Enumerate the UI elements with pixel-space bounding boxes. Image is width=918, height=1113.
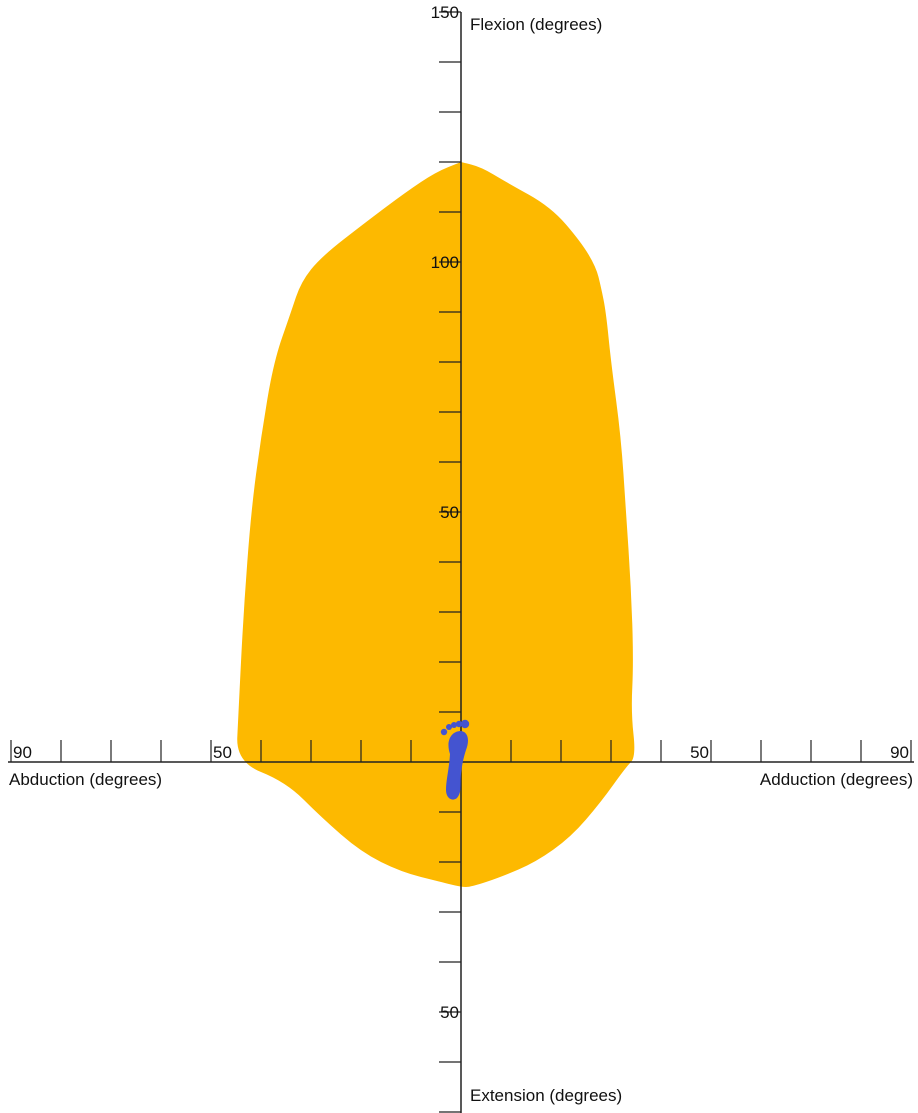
vertical-tick-label: 50 bbox=[440, 503, 459, 522]
labels-layer: Flexion (degrees) Extension (degrees) Ab… bbox=[9, 3, 913, 1105]
range-of-motion-region bbox=[237, 162, 635, 887]
footprint-toe bbox=[446, 724, 452, 730]
horizontal-tick-label: 90 bbox=[890, 743, 909, 762]
horizontal-tick-label: 50 bbox=[213, 743, 232, 762]
flexion-axis-label: Flexion (degrees) bbox=[470, 15, 602, 34]
vertical-tick-label: 50 bbox=[440, 1003, 459, 1022]
range-region-layer bbox=[237, 162, 635, 887]
footprint-toe bbox=[451, 722, 457, 728]
marker-layer bbox=[440, 719, 470, 800]
footprint-toe bbox=[460, 719, 470, 729]
abduction-axis-label: Abduction (degrees) bbox=[9, 770, 162, 789]
vertical-tick-label: 100 bbox=[431, 253, 459, 272]
adduction-axis-label: Adduction (degrees) bbox=[760, 770, 913, 789]
footprint-toe bbox=[440, 728, 448, 736]
horizontal-tick-label: 90 bbox=[13, 743, 32, 762]
footprint-sole bbox=[446, 731, 468, 800]
footprint-icon bbox=[440, 719, 470, 800]
axes-layer bbox=[8, 11, 914, 1113]
vertical-tick-label: 150 bbox=[431, 3, 459, 22]
horizontal-tick-label: 50 bbox=[690, 743, 709, 762]
extension-axis-label: Extension (degrees) bbox=[470, 1086, 622, 1105]
footprint-toe bbox=[455, 720, 463, 728]
